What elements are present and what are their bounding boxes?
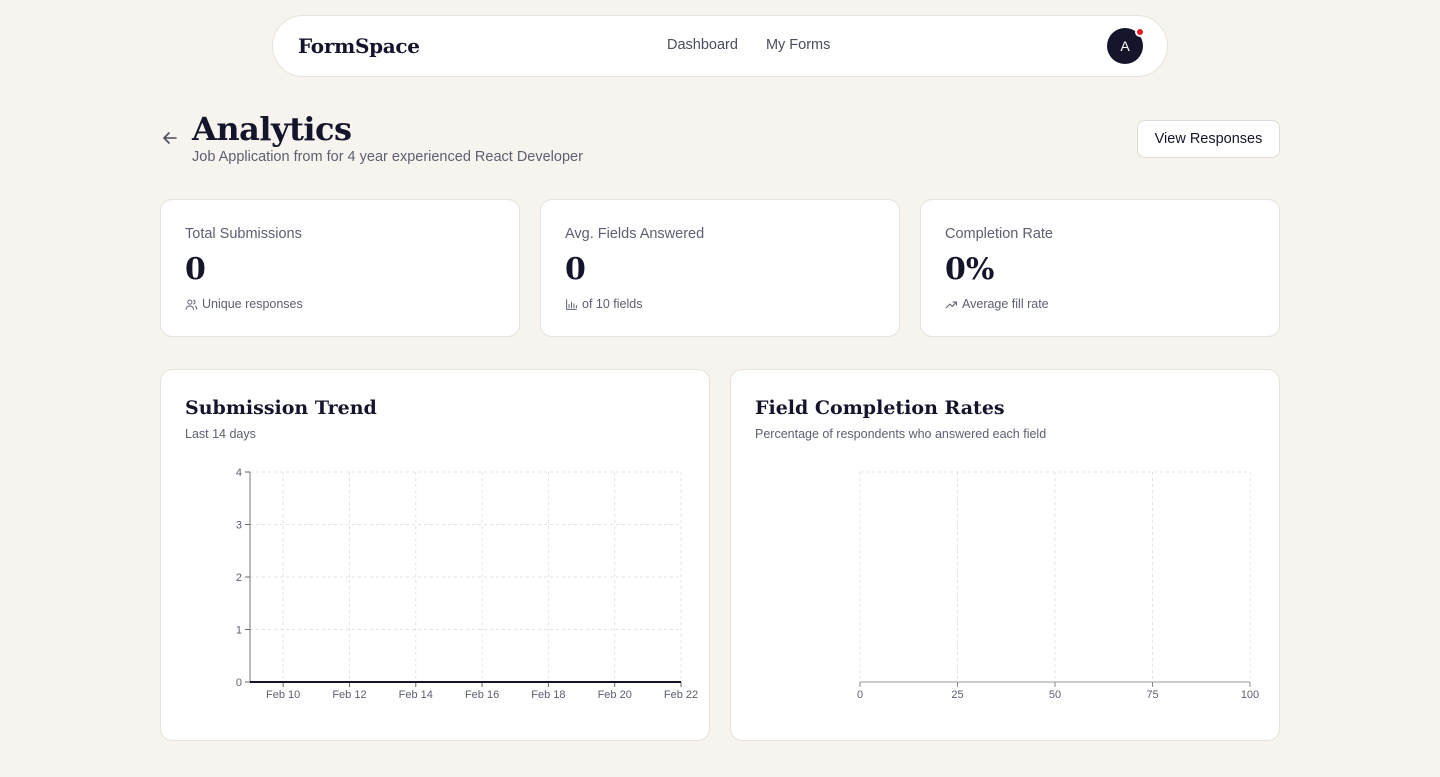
field-completion-card: Field Completion Rates Percentage of res… (730, 369, 1280, 741)
top-nav: FormSpace Dashboard My Forms A (272, 15, 1168, 77)
y-tick-label: 0 (236, 677, 242, 689)
y-tick-label: 1 (236, 625, 242, 637)
field-completion-chart: 0 25 50 75 100 (857, 471, 1259, 701)
x-tick-label: Feb 14 (399, 689, 433, 701)
stat-label: Total Submissions (185, 226, 302, 242)
y-tick-label: 2 (236, 572, 242, 584)
stat-value: 0% (945, 252, 995, 287)
avatar-initial: A (1120, 38, 1130, 54)
x-tick-label: Feb 10 (266, 689, 300, 701)
x-tick-label: 50 (1049, 689, 1061, 701)
page-subtitle: Job Application from for 4 year experien… (192, 149, 583, 165)
stat-note-text: of 10 fields (582, 297, 643, 311)
stat-label: Avg. Fields Answered (565, 226, 705, 242)
chart-subtitle: Percentage of respondents who answered e… (755, 427, 1047, 441)
stat-note-text: Average fill rate (962, 297, 1049, 311)
stat-card-total-submissions: Total Submissions 0 Unique responses (160, 199, 520, 337)
nav-link-my-forms[interactable]: My Forms (765, 37, 831, 53)
x-tick-label: 25 (951, 689, 963, 701)
stat-card-completion-rate: Completion Rate 0% Average fill rate (920, 199, 1280, 337)
x-tick-label: Feb 22 (664, 689, 698, 701)
page-title: Analytics (192, 110, 352, 148)
x-tick-label: Feb 20 (598, 689, 632, 701)
submission-trend-chart: 0 1 2 3 4 Feb 10 Feb 12 Feb 14 Feb 16 Feb 18 Feb 2… (236, 467, 698, 701)
nav-link-dashboard[interactable]: Dashboard (667, 37, 738, 53)
chart-subtitle: Last 14 days (185, 427, 256, 441)
notification-dot (1135, 27, 1145, 37)
nav-links: Dashboard My Forms (667, 37, 830, 53)
x-tick-label: Feb 12 (332, 689, 366, 701)
stat-note: Average fill rate (945, 297, 1049, 311)
stat-card-avg-fields: Avg. Fields Answered 0 of 10 fields (540, 199, 900, 337)
x-tick-label: 75 (1146, 689, 1158, 701)
chart-title: Field Completion Rates (755, 397, 1005, 419)
stat-value: 0 (565, 252, 586, 287)
x-tick-label: 100 (1241, 689, 1259, 701)
y-tick-label: 4 (236, 467, 242, 479)
stat-note: of 10 fields (565, 297, 642, 311)
x-tick-label: 0 (857, 689, 863, 701)
stat-value: 0 (185, 252, 206, 287)
stat-note-text: Unique responses (202, 297, 303, 311)
stat-label: Completion Rate (945, 226, 1053, 242)
stat-note: Unique responses (185, 297, 303, 311)
x-tick-label: Feb 18 (531, 689, 565, 701)
back-arrow-icon[interactable] (160, 128, 180, 148)
logo[interactable]: FormSpace (298, 34, 420, 58)
trending-up-icon (945, 301, 957, 308)
y-tick-label: 3 (236, 520, 242, 532)
chart-title: Submission Trend (185, 397, 377, 419)
users-icon (185, 298, 198, 310)
avatar[interactable]: A (1107, 27, 1145, 64)
bar-chart-icon (566, 298, 577, 310)
submission-trend-card: Submission Trend Last 14 days 0 1 2 3 4 Feb 1… (160, 369, 710, 741)
x-tick-label: Feb 16 (465, 689, 499, 701)
view-responses-button[interactable]: View Responses (1137, 120, 1280, 158)
